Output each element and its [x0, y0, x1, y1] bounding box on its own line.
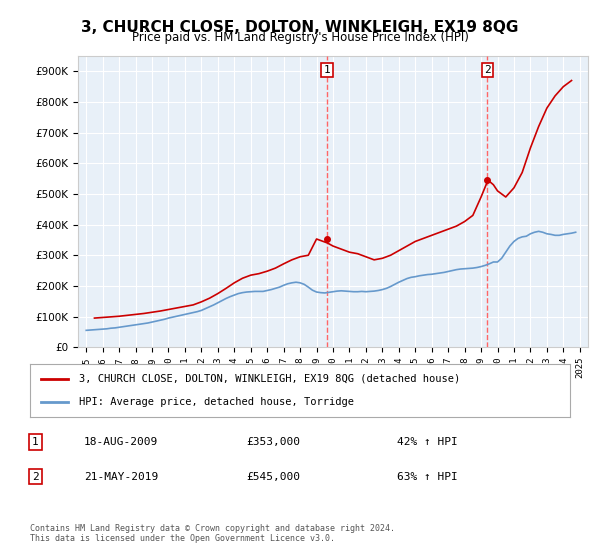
- Text: £353,000: £353,000: [246, 437, 300, 447]
- Text: Price paid vs. HM Land Registry's House Price Index (HPI): Price paid vs. HM Land Registry's House …: [131, 31, 469, 44]
- Text: 21-MAY-2019: 21-MAY-2019: [84, 472, 158, 482]
- Text: £545,000: £545,000: [246, 472, 300, 482]
- Text: 2: 2: [32, 472, 39, 482]
- Text: 2: 2: [484, 65, 491, 74]
- Text: HPI: Average price, detached house, Torridge: HPI: Average price, detached house, Torr…: [79, 397, 353, 407]
- Text: 1: 1: [323, 65, 330, 74]
- Text: 3, CHURCH CLOSE, DOLTON, WINKLEIGH, EX19 8QG (detached house): 3, CHURCH CLOSE, DOLTON, WINKLEIGH, EX19…: [79, 374, 460, 384]
- Text: 63% ↑ HPI: 63% ↑ HPI: [397, 472, 458, 482]
- Text: Contains HM Land Registry data © Crown copyright and database right 2024.
This d: Contains HM Land Registry data © Crown c…: [30, 524, 395, 543]
- Text: 3, CHURCH CLOSE, DOLTON, WINKLEIGH, EX19 8QG: 3, CHURCH CLOSE, DOLTON, WINKLEIGH, EX19…: [82, 20, 518, 35]
- Text: 18-AUG-2009: 18-AUG-2009: [84, 437, 158, 447]
- Text: 42% ↑ HPI: 42% ↑ HPI: [397, 437, 458, 447]
- Text: 1: 1: [32, 437, 39, 447]
